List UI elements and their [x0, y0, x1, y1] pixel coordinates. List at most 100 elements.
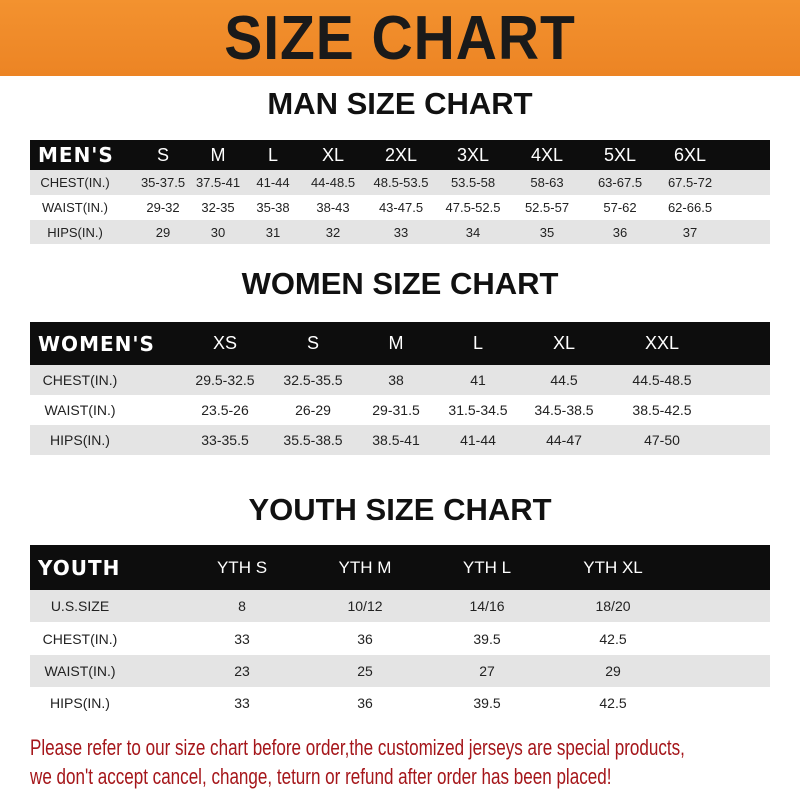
size-chart-banner: SIZE CHART — [0, 0, 800, 76]
women-size-table: WOMEN'S XS S M L XL XXL CHEST(IN.) 29.5-32.5 32.5… — [30, 322, 770, 455]
table-row: WAIST(IN.) 29-32 32-35 35-38 38-43 43-47.5 47.… — [30, 195, 770, 220]
measurement-cell: 52.5-57 — [524, 200, 570, 215]
size-column-header: 5XL — [603, 144, 637, 165]
measurement-cell: 23 — [234, 663, 250, 679]
size-column-header: 2XL — [384, 144, 418, 165]
size-column-header: 6XL — [673, 144, 707, 165]
table-header-row: MEN'S S M L XL 2XL 3XL 4XL 5XL 6XL — [30, 140, 770, 170]
measurement-cell: 30 — [210, 224, 226, 240]
row-label: WAIST(IN.) — [44, 402, 116, 418]
measurement-cell: 62-66.5 — [667, 200, 713, 215]
measurement-cell: 32.5-35.5 — [283, 372, 343, 388]
table-header-label: WOMEN'S — [38, 331, 155, 356]
measurement-cell: 8 — [238, 598, 246, 614]
measurement-cell: 23.5-26 — [201, 402, 249, 418]
size-column-header: S — [306, 333, 320, 353]
measurement-cell: 41 — [470, 372, 486, 388]
table-header-label: YOUTH — [38, 555, 121, 580]
measurement-cell: 44.5-48.5 — [632, 372, 692, 388]
size-column-header: YTH XL — [583, 557, 643, 577]
measurement-cell: 35-37.5 — [140, 175, 186, 190]
measurement-cell: 48.5-53.5 — [373, 175, 429, 190]
size-column-header: M — [210, 144, 226, 165]
measurement-cell: 47.5-52.5 — [445, 200, 501, 215]
table-row: WAIST(IN.) 23 25 27 29 — [30, 655, 770, 687]
measurement-cell: 42.5 — [599, 694, 627, 711]
measurement-cell: 29.5-32.5 — [195, 372, 255, 388]
measurement-cell: 47-50 — [644, 432, 680, 448]
women-section-title: WOMEN SIZE CHART — [241, 266, 559, 301]
row-label: CHEST(IN.) — [40, 175, 110, 190]
measurement-cell: 58-63 — [530, 175, 564, 190]
size-column-header: XL — [321, 144, 345, 165]
row-label: CHEST(IN.) — [42, 630, 118, 647]
measurement-cell: 33-35.5 — [201, 432, 249, 448]
banner-title: SIZE CHART — [224, 3, 576, 73]
size-column-header: YTH M — [338, 557, 392, 577]
table-header-label: MEN'S — [38, 143, 114, 167]
measurement-cell: 34 — [465, 224, 481, 240]
measurement-cell: 32-35 — [201, 200, 235, 215]
measurement-cell: 33 — [234, 694, 250, 711]
measurement-cell: 36 — [357, 630, 373, 647]
men-section-title: MAN SIZE CHART — [267, 86, 533, 121]
table-row: CHEST(IN.) 29.5-32.5 32.5-35.5 38 41 44.5 44.5… — [30, 365, 770, 395]
measurement-cell: 36 — [612, 224, 628, 240]
measurement-cell: 31 — [265, 224, 281, 240]
measurement-cell: 35 — [539, 224, 555, 240]
table-row: WAIST(IN.) 23.5-26 26-29 29-31.5 31.5-34.5 34… — [30, 395, 770, 425]
size-column-header: XS — [212, 333, 238, 353]
table-row: HIPS(IN.) 33-35.5 35.5-38.5 38.5-41 41-44 44-… — [30, 425, 770, 455]
notice-line-2: we don't accept cancel, change, teturn o… — [30, 764, 612, 789]
measurement-cell: 18/20 — [595, 598, 631, 614]
row-label: WAIST(IN.) — [44, 663, 116, 679]
size-column-header: L — [267, 144, 279, 165]
row-label: WAIST(IN.) — [42, 200, 108, 215]
table-row: CHEST(IN.) 33 36 39.5 42.5 — [30, 622, 770, 655]
measurement-cell: 53.5-58 — [450, 175, 496, 190]
measurement-cell: 57-62 — [603, 200, 637, 215]
measurement-cell: 37 — [682, 224, 698, 240]
size-column-header: XL — [552, 333, 576, 353]
size-column-header: 3XL — [456, 144, 490, 165]
size-column-header: M — [388, 333, 404, 353]
measurement-cell: 29 — [605, 663, 621, 679]
measurement-cell: 37.5-41 — [195, 175, 241, 190]
measurement-cell: 41-44 — [460, 432, 496, 448]
table-row: HIPS(IN.) 33 36 39.5 42.5 — [30, 687, 770, 718]
size-column-header: XXL — [644, 333, 680, 353]
measurement-cell: 34.5-38.5 — [534, 402, 594, 418]
measurement-cell: 39.5 — [473, 694, 501, 711]
row-label: HIPS(IN.) — [50, 694, 110, 711]
measurement-cell: 43-47.5 — [378, 200, 424, 215]
table-row: CHEST(IN.) 35-37.5 37.5-41 41-44 44-48.5 48.5… — [30, 170, 770, 195]
measurement-cell: 33 — [393, 224, 409, 240]
measurement-cell: 38 — [388, 372, 404, 388]
measurement-cell: 44-47 — [546, 432, 582, 448]
measurement-cell: 42.5 — [599, 630, 627, 647]
measurement-cell: 44-48.5 — [310, 175, 356, 190]
measurement-cell: 44.5 — [550, 372, 578, 388]
measurement-cell: 29-31.5 — [372, 402, 420, 418]
table-header-row: YOUTH YTH S YTH M YTH L YTH XL — [30, 545, 770, 590]
measurement-cell: 35.5-38.5 — [283, 432, 343, 448]
measurement-cell: 41-44 — [256, 175, 290, 190]
measurement-cell: 26-29 — [295, 402, 331, 418]
notice-line-1: Please refer to our size chart before or… — [30, 735, 685, 760]
measurement-cell: 32 — [325, 224, 341, 240]
measurement-cell: 38.5-42.5 — [632, 402, 692, 418]
measurement-cell: 25 — [357, 663, 373, 679]
youth-section-title: YOUTH SIZE CHART — [248, 492, 552, 527]
size-column-header: YTH S — [216, 557, 268, 577]
table-row: HIPS(IN.) 29 30 31 32 33 34 35 36 37 — [30, 220, 770, 244]
measurement-cell: 29-32 — [146, 200, 180, 215]
measurement-cell: 29 — [155, 224, 171, 240]
table-row: U.S.SIZE 8 10/12 14/16 18/20 — [30, 590, 770, 622]
measurement-cell: 63-67.5 — [597, 175, 643, 190]
measurement-cell: 33 — [234, 630, 250, 647]
measurement-cell: 38-43 — [316, 200, 350, 215]
measurement-cell: 38.5-41 — [372, 432, 420, 448]
row-label: HIPS(IN.) — [50, 432, 110, 448]
measurement-cell: 14/16 — [469, 598, 505, 614]
measurement-cell: 10/12 — [347, 598, 383, 614]
